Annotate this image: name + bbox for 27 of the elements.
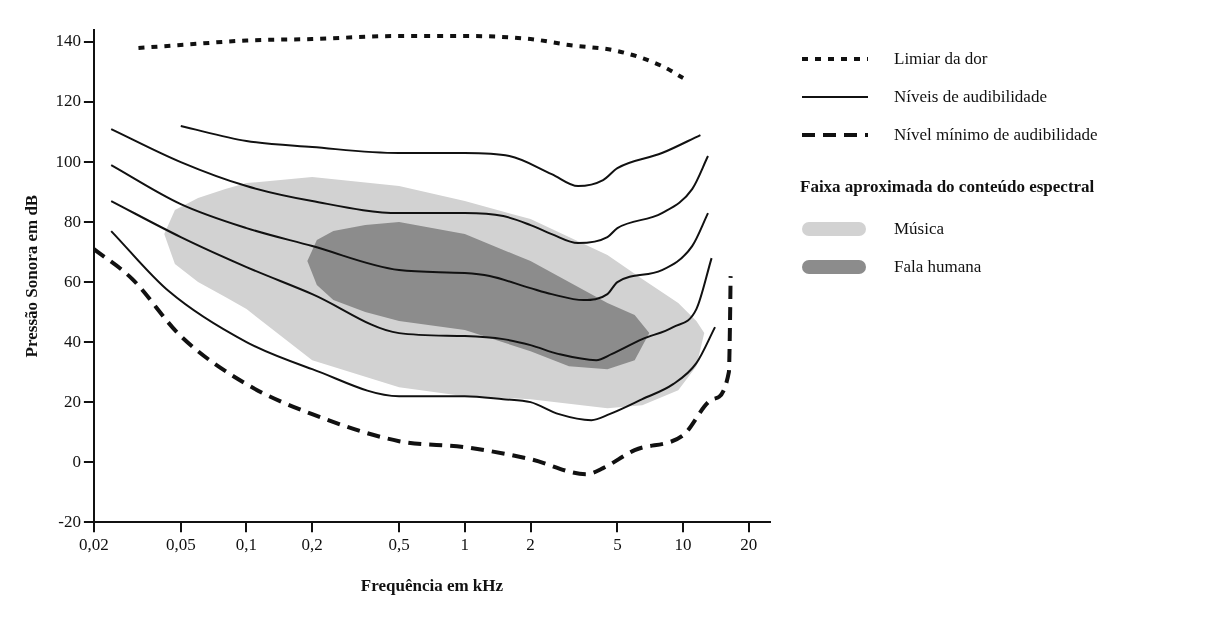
x-tick-label: 2 [526, 534, 535, 554]
legend-label: Nível mínimo de audibilidade [894, 125, 1098, 145]
y-tick-label: 140 [55, 31, 81, 51]
y-tick-label: 20 [63, 391, 81, 411]
y-tick-label: 100 [55, 151, 81, 171]
x-tick-label: 0,05 [165, 534, 196, 554]
legend-label: Limiar da dor [894, 49, 988, 69]
legend-label: Níveis de audibilidade [894, 87, 1047, 107]
x-tick-label: 0,02 [79, 534, 109, 554]
legend-title: Faixa aproximada do conteúdo espectral [800, 176, 1096, 198]
y-tick-label: 80 [63, 211, 81, 231]
y-tick-label: 120 [55, 91, 81, 111]
x-tick-label: 0,1 [235, 534, 258, 554]
y-tick-label: 40 [63, 331, 81, 351]
x-axis-title: Frequência em kHz [360, 576, 504, 596]
y-tick-label: -20 [58, 511, 81, 531]
x-tick-label: 0,2 [301, 534, 323, 554]
y-axis-title: Pressão Sonora em dB [21, 194, 41, 358]
x-tick-label: 1 [460, 534, 470, 554]
legend-label: Fala humana [894, 257, 982, 277]
x-tick-label: 10 [674, 534, 692, 554]
x-tick-label: 20 [740, 534, 758, 554]
x-tick-label: 0,5 [388, 534, 410, 554]
y-tick-label: 60 [63, 271, 81, 291]
y-tick-label: 0 [72, 451, 81, 471]
x-tick-label: 5 [613, 534, 622, 554]
legend-label: Música [894, 219, 945, 239]
